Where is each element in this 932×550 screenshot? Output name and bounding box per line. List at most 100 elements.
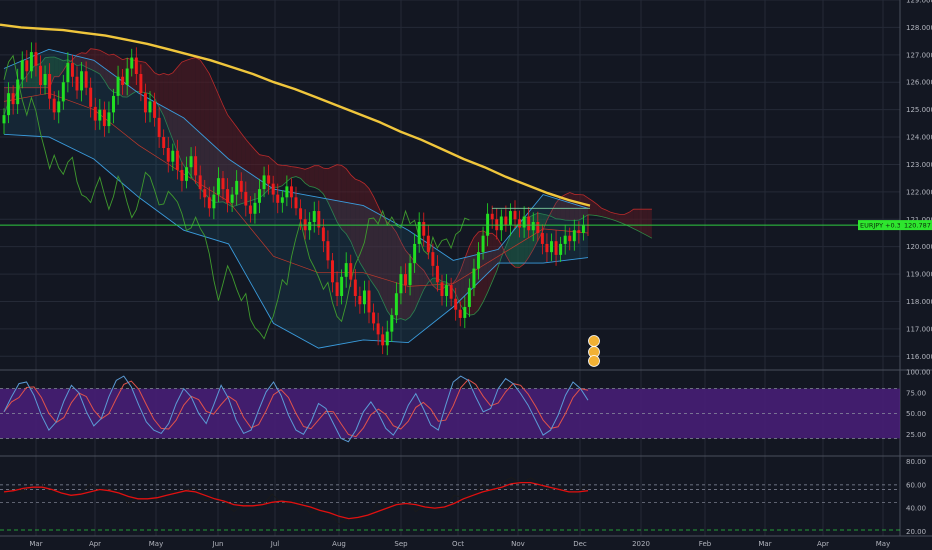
candle-body (349, 263, 353, 280)
candle-body (358, 296, 362, 305)
time-tick-label: Aug (332, 540, 346, 548)
cloud-segment (218, 94, 223, 203)
candle-body (408, 263, 412, 286)
cloud-segment (22, 75, 27, 88)
stoch-k-line (3, 375, 589, 443)
cloud-segment (323, 168, 328, 203)
cloud-segment (204, 66, 210, 199)
time-tick-label: Jul (270, 540, 280, 548)
cloud-segment (77, 52, 82, 66)
candle-body (175, 150, 179, 170)
candle-body (89, 87, 93, 107)
candle-body (235, 180, 239, 195)
price-tag-background (900, 220, 932, 231)
candle-body (248, 205, 252, 214)
candle-body (445, 285, 449, 296)
cloud-segment (332, 164, 338, 223)
candle-body (39, 65, 42, 85)
horizontal-lines (0, 207, 900, 226)
candle-body (518, 219, 522, 228)
candlestick-series[interactable] (2, 42, 590, 356)
candle-body (125, 68, 129, 85)
candle-body (344, 263, 348, 277)
cloud-segment (122, 58, 128, 98)
time-tick-label: May (876, 540, 890, 548)
cloud-segment (592, 200, 598, 216)
candle-body (527, 216, 531, 231)
cloud-segment (95, 49, 100, 74)
cloud-segment (542, 213, 547, 232)
candle-body (239, 180, 243, 192)
time-tick-label: May (149, 540, 163, 548)
cloud-segment (492, 233, 497, 282)
candle-body (312, 211, 316, 222)
cloud-segment (496, 237, 502, 271)
candle-body (116, 76, 120, 96)
candle-body (522, 216, 526, 228)
candle-body (139, 74, 143, 94)
candle-body (477, 252, 480, 269)
candle-body (7, 93, 11, 116)
candle-body (157, 117, 161, 138)
candle-body (143, 93, 147, 113)
candle-body (289, 186, 293, 198)
cloud-segment (296, 167, 301, 179)
candle-body (559, 243, 563, 255)
cloud-segment (629, 209, 634, 229)
price-tick-label: 120.000 (906, 243, 932, 251)
cloud-segment (633, 209, 639, 231)
cloud-segment (583, 194, 588, 218)
candle-body (440, 282, 444, 296)
candle-body (98, 109, 102, 121)
candle-body (372, 312, 376, 324)
cloud-segment (26, 68, 32, 88)
candle-body (563, 235, 567, 244)
cloud-segment (186, 58, 192, 177)
time-tick-label: Nov (511, 540, 525, 548)
candle-body (463, 306, 467, 318)
cloud-segment (81, 52, 87, 68)
candle-body (52, 98, 56, 113)
candle-body (48, 74, 52, 99)
cloud-segment (400, 241, 406, 321)
cloud-segment (578, 194, 584, 221)
candle-body (226, 189, 230, 203)
candle-body (394, 293, 398, 316)
candle-body (449, 285, 453, 299)
cloud-segment (610, 212, 616, 221)
candle-body (426, 235, 430, 253)
cloud-segment (387, 222, 392, 318)
candle-body (61, 82, 65, 102)
rsi-signal-line (3, 481, 589, 520)
cloud-segment (168, 72, 173, 140)
candle-body (481, 235, 485, 253)
cloud-segment (615, 213, 620, 223)
cloud-segment (373, 196, 379, 292)
bollinger-mid (3, 92, 589, 287)
cloud-segment (624, 212, 630, 227)
candle-body (262, 175, 266, 190)
price-tick-label: 123.000 (906, 161, 932, 169)
price-tag: EURJPY +0.36% 120.787 (858, 220, 932, 231)
time-tick-label: Sep (394, 540, 408, 548)
candle-body (340, 276, 344, 296)
price-axis[interactable]: 129.000 128.000 127.000 126.000 125.000 124.0… (906, 0, 932, 536)
candle-body (385, 331, 389, 346)
candle-body (581, 224, 585, 233)
candle-body (162, 137, 166, 148)
cloud-segment (451, 279, 456, 294)
time-axis[interactable]: Mar Apr May Jun Jul Aug Sep Oct Nov Dec 2020 Feb Mar… (29, 540, 890, 548)
candle-body (308, 222, 312, 231)
cloud-segment (638, 209, 643, 234)
candle-body (490, 213, 494, 220)
lagging-span (3, 54, 470, 340)
candle-body (550, 241, 553, 253)
cloud-segment (99, 50, 105, 81)
rsi-tick-label: 80.00 (906, 458, 926, 466)
cloud-segment (519, 217, 525, 268)
cloud-segment (382, 215, 388, 312)
event-markers[interactable] (588, 335, 600, 367)
time-tick-label: Oct (452, 540, 464, 548)
candle-body (399, 274, 403, 294)
